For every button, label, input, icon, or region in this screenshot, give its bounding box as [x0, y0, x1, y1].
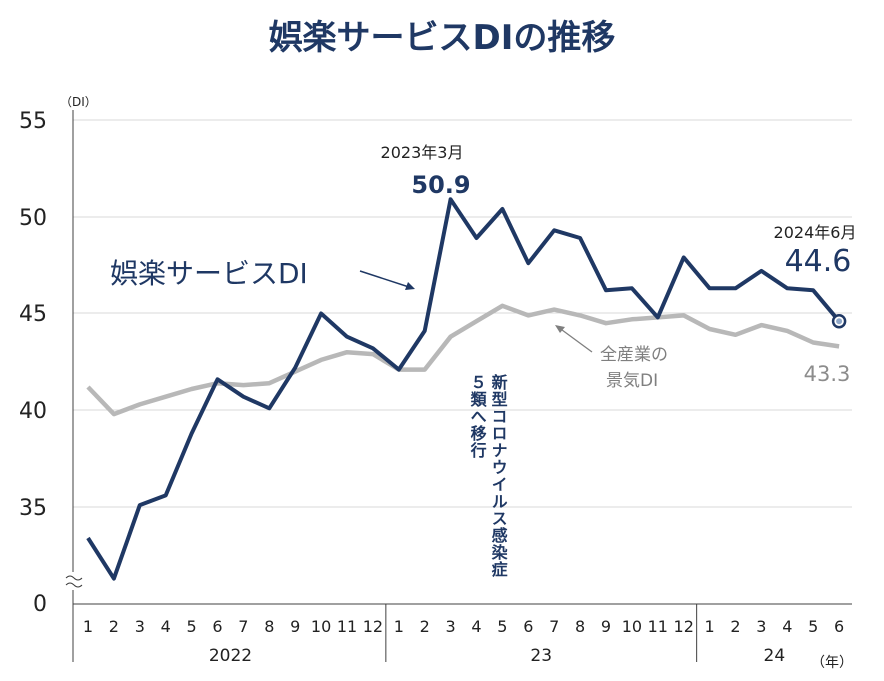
- series-label-entertainment: 娯楽サービスDI: [110, 257, 308, 290]
- all-label-arrow: [557, 326, 593, 353]
- x-tick-label: 12: [674, 617, 694, 636]
- x-tick-label: 2: [730, 617, 740, 636]
- all-industry-last-value: 43.3: [804, 362, 851, 386]
- y-tick-label: 45: [19, 302, 47, 327]
- last-value-label: 44.6: [785, 244, 852, 279]
- x-tick-label: 10: [311, 617, 331, 636]
- x-tick-label: 2: [420, 617, 430, 636]
- x-tick-label: 6: [212, 617, 222, 636]
- x-tick-label: 9: [601, 617, 611, 636]
- year-label: 24: [764, 646, 786, 666]
- all-industry-di-line: [86, 303, 840, 417]
- x-tick-label: 12: [363, 617, 383, 636]
- axis-break-mark: [65, 575, 83, 588]
- event-annotation-line1: 新型コロナウイルス感染症: [488, 374, 508, 578]
- peak-value-label: 50.9: [411, 171, 470, 199]
- x-tick-label: 8: [264, 617, 274, 636]
- x-tick-label: 5: [808, 617, 818, 636]
- x-tick-label: 3: [756, 617, 766, 636]
- x-tick-label: 4: [161, 617, 171, 636]
- x-tick-label: 5: [497, 617, 507, 636]
- x-tick-label: 6: [834, 617, 844, 636]
- x-axis-unit: （年）: [811, 655, 853, 671]
- y-axis-unit: （DI）: [60, 95, 97, 109]
- y-tick-label: 0: [33, 592, 47, 617]
- x-tick-label: 3: [446, 617, 456, 636]
- x-tick-label: 11: [337, 617, 357, 636]
- x-tick-label: 1: [394, 617, 404, 636]
- x-tick-label: 4: [782, 617, 792, 636]
- y-tick-label: 40: [19, 399, 47, 424]
- entertainment-di-line: [86, 197, 841, 581]
- year-label: 23: [530, 646, 552, 666]
- x-tick-label: 1: [705, 617, 715, 636]
- last-date-label: 2024年6月: [774, 223, 857, 242]
- peak-date-label: 2023年3月: [381, 143, 464, 162]
- series-label-all-line2: 景気DI: [606, 371, 658, 391]
- x-tick-label: 7: [238, 617, 248, 636]
- x-tick-label: 5: [187, 617, 197, 636]
- x-tick-label: 11: [648, 617, 668, 636]
- y-tick-label: 35: [19, 496, 47, 521]
- x-tick-label: 8: [575, 617, 585, 636]
- series-label-arrow: [359, 270, 413, 289]
- series-label-arrowhead: [405, 282, 415, 290]
- x-tick-label: 7: [549, 617, 559, 636]
- x-tick-label: 3: [135, 617, 145, 636]
- y-tick-label: 55: [19, 109, 47, 134]
- x-tick-label: 10: [622, 617, 642, 636]
- year-label: 2022: [209, 646, 252, 666]
- last-point-marker-inner: [836, 318, 843, 325]
- chart-title: 娯楽サービスDIの推移: [268, 18, 616, 58]
- event-annotation-line2: ５類へ移行: [467, 374, 487, 459]
- x-tick-label: 4: [471, 617, 481, 636]
- all-label-arrowhead: [555, 325, 565, 333]
- x-tick-label: 1: [83, 617, 93, 636]
- x-tick-label: 2: [109, 617, 119, 636]
- y-tick-label: 50: [19, 206, 47, 231]
- x-tick-label: 6: [523, 617, 533, 636]
- series-label-all-line1: 全産業の: [600, 345, 668, 365]
- x-tick-label: 9: [290, 617, 300, 636]
